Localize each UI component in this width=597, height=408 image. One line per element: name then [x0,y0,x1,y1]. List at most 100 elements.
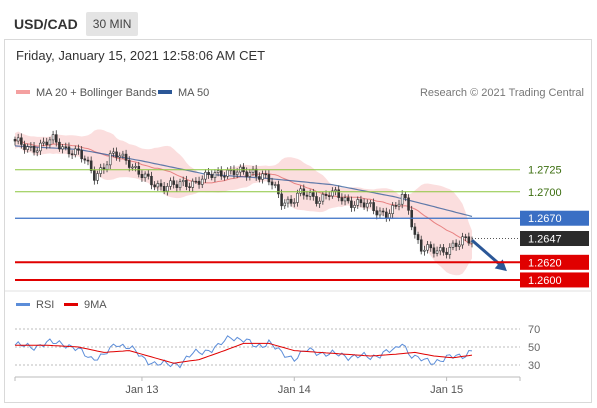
candle-body [159,183,163,187]
candle-body [356,199,360,206]
candle-body [248,172,252,177]
candle-body [413,226,417,235]
candle-body [289,198,293,204]
candle-body [108,153,112,166]
candle [369,199,372,208]
candle-body [381,210,385,213]
candle [327,191,331,201]
candle [445,247,448,259]
candle-body [178,181,182,188]
timeframe-badge[interactable]: 30 MIN [85,12,139,36]
candle [39,139,42,156]
candle [404,191,407,202]
candle [58,138,61,152]
candle [150,171,153,190]
candle-body [426,244,429,251]
candle-body [429,244,433,249]
candle-body [137,166,141,175]
candle [308,189,312,201]
candle-body [99,167,102,174]
candle-body [391,205,394,214]
candle [42,137,45,147]
candle [331,187,334,199]
candle-body [216,170,220,173]
candle [147,170,150,180]
candle-body [80,150,83,160]
candle-body [264,173,267,176]
x-tick-label: Jan 13 [125,384,158,396]
candle-body [134,166,137,168]
candle-body [61,146,64,150]
candle [23,140,26,154]
candle-body [58,141,61,150]
support-level-label: 1.2620 [528,257,562,269]
candle [346,194,350,204]
candle [337,185,340,202]
candle-body [67,146,71,155]
candle-body [172,180,175,185]
candle [442,243,445,256]
candle-body [96,173,99,181]
candle-body [204,171,207,180]
candle [54,130,58,147]
ma50-legend-label: MA 50 [178,87,209,99]
candle [77,144,80,155]
candle-body [23,144,26,150]
candle-body [334,189,337,192]
rsi-tick-label: 70 [528,324,540,336]
rsi-legend-swatch [16,303,30,306]
candle-body [235,171,239,175]
candle-body [365,203,369,208]
candle-body [127,160,131,168]
x-tick-label: Jan 15 [430,384,463,396]
candle-body [35,150,39,153]
chart-panel [4,39,592,403]
candle [181,176,185,187]
candle-body [273,184,277,186]
forecast-arrow-head [494,259,507,272]
candle-body [305,194,309,197]
candle-body [321,193,325,202]
candle-body [267,174,271,183]
candle-body [70,153,74,156]
candle-body [118,155,122,158]
candle-body [220,170,223,177]
candle [451,240,455,251]
candle [407,194,410,215]
candle [362,198,366,210]
bollinger-legend-swatch [16,90,30,94]
candle [334,186,337,196]
candle-body [448,247,452,255]
candle-body [397,203,401,207]
candle-body [131,166,134,169]
candle [283,199,287,209]
candle [20,133,23,149]
rsi-plot: 70 50 30 [14,324,540,372]
candle [292,198,296,208]
candle [188,182,191,192]
support-level-box [520,254,589,270]
candle [435,246,439,257]
candle-body [121,153,125,157]
candle [175,180,179,192]
candle-body [102,167,106,170]
candle-body [327,195,331,197]
candle [464,233,467,242]
candle-body [140,173,144,179]
symbol-label: USD/CAD [14,16,78,32]
candle [286,196,290,208]
candle-body [147,173,150,177]
candle-body [16,137,20,142]
candle-body [254,168,258,177]
candle-body [181,180,185,183]
candle [273,181,277,189]
candle [153,181,156,191]
candle [121,150,125,159]
candle [204,169,207,183]
forecast-arrow [471,239,507,272]
candle [74,145,77,158]
candle-body [438,247,442,252]
candle [197,176,201,189]
candle [261,170,264,184]
candle-body [407,197,410,211]
